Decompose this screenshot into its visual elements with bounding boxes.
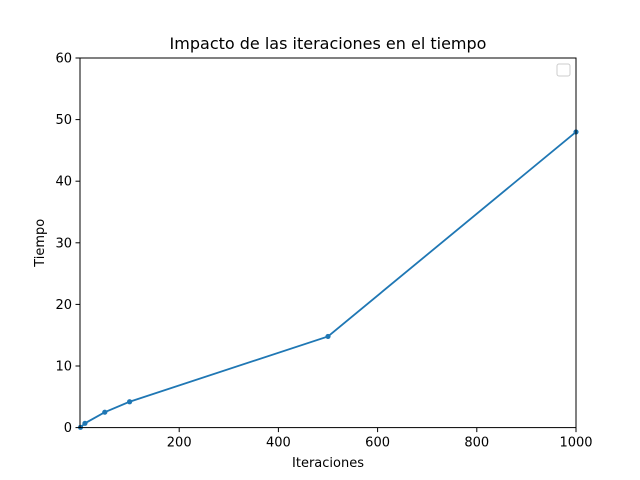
data-point — [82, 420, 88, 426]
legend — [556, 63, 571, 77]
y-axis-ticks: 0 10 20 30 40 50 60 — [55, 52, 80, 436]
data-point — [325, 333, 331, 340]
x-tick-label: 200 — [167, 436, 192, 451]
x-tick-label: 400 — [266, 436, 291, 451]
y-tick-label: 20 — [55, 298, 72, 313]
x-axis-ticks: 200 400 600 800 1000 — [167, 427, 593, 451]
y-tick-label: 0 — [64, 421, 72, 436]
chart-title: Impacto de las iteraciones en el tiempo — [170, 34, 487, 53]
legend-box — [556, 63, 571, 77]
x-axis-label: Iteraciones — [292, 456, 364, 471]
y-tick-label: 30 — [55, 236, 72, 251]
plot-area — [77, 57, 579, 430]
x-tick-label: 1000 — [559, 436, 592, 451]
plot-background — [80, 58, 576, 428]
data-point — [127, 399, 133, 405]
y-tick-label: 60 — [55, 52, 72, 67]
x-tick-label: 800 — [464, 436, 489, 451]
y-axis-label: Tiempo — [33, 219, 48, 268]
y-tick-label: 50 — [55, 113, 72, 128]
x-tick-label: 600 — [365, 436, 390, 451]
y-tick-label: 10 — [55, 360, 72, 375]
y-tick-label: 40 — [55, 175, 72, 190]
data-point — [102, 409, 108, 415]
